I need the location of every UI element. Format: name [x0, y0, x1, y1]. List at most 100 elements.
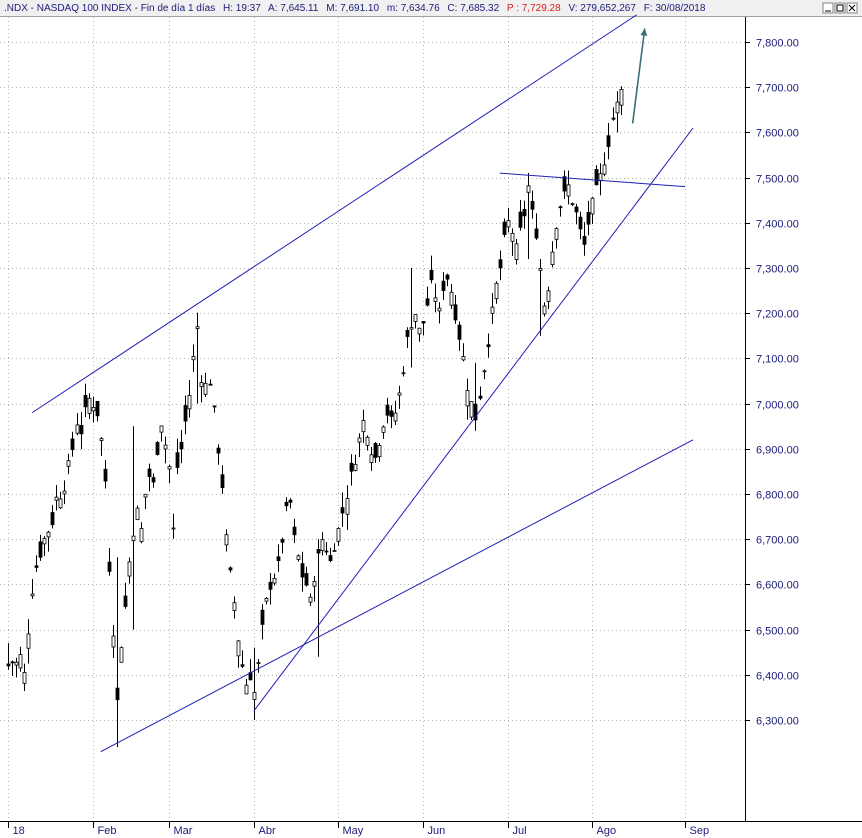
symbol-label: .NDX - NASDAQ 100 INDEX - Fin de día 1 d…: [4, 3, 215, 14]
candle-down: [324, 550, 329, 553]
candle-up: [111, 635, 116, 648]
candle-down: [473, 403, 478, 421]
y-tick-label: 6,900.00: [756, 445, 799, 457]
x-tick-label: Jun: [428, 825, 446, 837]
x-tick-label: Jul: [513, 825, 527, 837]
candle-up: [361, 419, 366, 433]
candle-up: [54, 496, 59, 501]
candle-up: [602, 164, 607, 175]
candle-up: [437, 307, 442, 312]
y-tick-label: 6,700.00: [756, 535, 799, 547]
candle-up: [598, 173, 603, 182]
candle-down: [240, 664, 245, 667]
candle-down: [175, 452, 180, 468]
candle-up: [365, 436, 370, 446]
candle-up: [99, 438, 104, 441]
candle-down: [147, 468, 152, 477]
candle-up: [490, 306, 495, 314]
candle-down: [292, 526, 297, 536]
volume-label: V: 279,652,267: [568, 3, 636, 14]
candle-down: [574, 206, 579, 213]
candle-up: [494, 282, 499, 300]
minimize-button[interactable]: [822, 2, 834, 14]
restore-button[interactable]: [834, 2, 846, 14]
candle-up: [461, 356, 466, 361]
candle-down: [155, 442, 160, 455]
candle-down: [457, 324, 462, 340]
candle-down: [316, 549, 321, 554]
candle-down: [340, 507, 345, 514]
candle-up: [312, 581, 317, 587]
candle-up: [615, 101, 620, 114]
trendline-support: [253, 127, 694, 712]
x-axis-ticks: 18 Feb Mar Abr May Jun Jul Ago Sep: [8, 821, 709, 837]
candle-down: [606, 135, 611, 148]
candle-down: [421, 321, 426, 324]
candle-up: [244, 684, 249, 695]
candle-up: [187, 394, 192, 410]
price-label: P : 7,729.28: [507, 3, 561, 14]
candle-down: [107, 561, 112, 572]
candle-up: [345, 498, 350, 515]
candle-up: [449, 291, 454, 306]
candle-up: [127, 561, 132, 577]
candle-up: [22, 672, 27, 684]
candle-up: [590, 197, 595, 215]
candle-up: [397, 392, 402, 396]
candle-down: [6, 663, 11, 667]
candle-down: [530, 200, 535, 210]
candle-down: [328, 555, 333, 562]
y-tick-label: 7,800.00: [756, 38, 799, 50]
candle-down: [123, 595, 128, 607]
candle-up: [554, 228, 559, 240]
candle-up: [131, 535, 136, 542]
candle-down: [441, 280, 446, 291]
candle-down: [70, 438, 75, 451]
close-button[interactable]: [846, 2, 858, 14]
candle-down: [385, 404, 390, 416]
projection-arrow: [631, 28, 648, 124]
y-tick-label: 6,400.00: [756, 671, 799, 683]
candle-down: [220, 474, 225, 488]
y-tick-label: 7,100.00: [756, 354, 799, 366]
candle-down: [389, 410, 394, 417]
candle-down: [486, 344, 491, 348]
candle-down: [349, 462, 354, 472]
candle-down: [300, 563, 305, 578]
candle-down: [429, 269, 434, 281]
candle-down: [498, 259, 503, 269]
x-tick-label: Abr: [259, 825, 276, 837]
candle-up: [91, 407, 96, 412]
candle-down: [103, 468, 108, 482]
candles: [6, 86, 624, 748]
candle-up: [26, 633, 31, 649]
candle-down: [10, 661, 15, 664]
candle-down: [445, 274, 450, 280]
candle-up: [167, 466, 172, 470]
candle-up: [46, 531, 51, 538]
candle-down: [453, 304, 458, 321]
candle-up: [30, 593, 35, 597]
candle-down: [260, 609, 265, 625]
candle-up: [320, 539, 325, 551]
candle-up: [87, 397, 92, 414]
candle-up: [546, 290, 551, 302]
candle-up: [14, 661, 19, 666]
candle-up: [171, 527, 176, 530]
grid: [0, 17, 745, 821]
candle-up: [550, 251, 555, 265]
close-icon: [848, 4, 856, 12]
candle-up: [433, 297, 438, 302]
candle-up: [510, 232, 515, 242]
candle-down: [183, 405, 188, 422]
candle-up: [159, 425, 164, 433]
candle-down: [611, 117, 616, 120]
x-tick-label: 18: [13, 825, 25, 837]
min-label: m: 7,634.76: [387, 3, 440, 14]
y-tick-label: 7,700.00: [756, 83, 799, 95]
arrow-shaft: [631, 28, 646, 124]
candle-up: [191, 355, 196, 361]
candle-down: [518, 211, 523, 228]
candle-down: [208, 383, 213, 386]
